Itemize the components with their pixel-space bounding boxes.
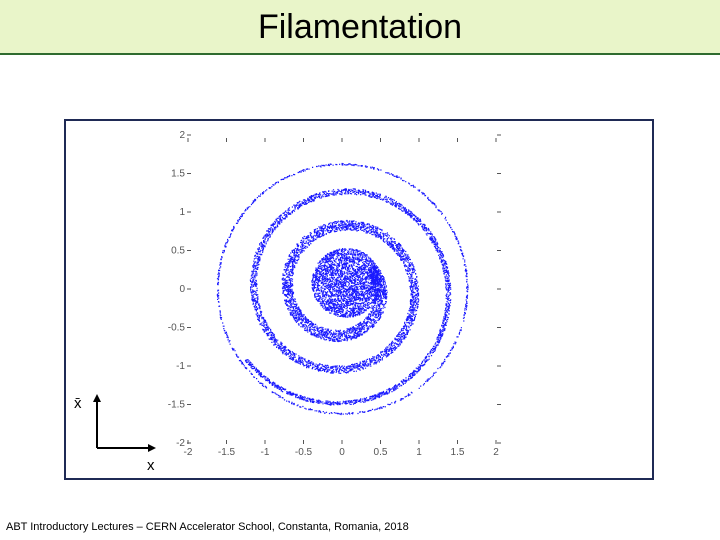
x-tick-label: 1.5	[451, 447, 465, 458]
x-tick-label: -1.5	[218, 447, 236, 458]
y-tick-label: -0.5	[168, 323, 186, 334]
y-tick-label: 0.5	[171, 246, 185, 257]
y-tick-label: 1	[179, 207, 185, 218]
particle-cloud	[216, 162, 469, 416]
x-axis-label: x	[147, 457, 155, 474]
x-tick-label: 0.5	[374, 447, 388, 458]
x-tick-label: 2	[493, 447, 499, 458]
y-tick-label: 1.5	[171, 169, 185, 180]
y-tick-label: -2	[176, 438, 185, 449]
title-bar: Filamentation	[0, 0, 720, 55]
x-tick-label: 0	[339, 447, 345, 458]
y-axis-label: x̄	[74, 395, 82, 412]
axis-ticks: -2 -1.5 -1 -0.5 0 0.5 1 1.5 2 2 1.5 1 0.5 0 -0.5 -1 -1.5…	[168, 130, 501, 458]
slide-title: Filamentation	[257, 8, 463, 46]
x-tick-label: 1	[416, 447, 422, 458]
y-tick-label: 2	[179, 130, 185, 141]
y-tick-label: -1.5	[168, 400, 186, 411]
x-tick-label: -1	[261, 447, 270, 458]
x-tick-label: -0.5	[295, 447, 313, 458]
y-tick-label: 0	[179, 284, 185, 295]
slide-footer: ABT Introductory Lectures – CERN Acceler…	[6, 521, 409, 533]
coordinate-axes-icon	[93, 394, 156, 452]
y-tick-label: -1	[176, 361, 185, 372]
x-tick-label: -2	[184, 447, 193, 458]
particle-points	[216, 162, 469, 416]
